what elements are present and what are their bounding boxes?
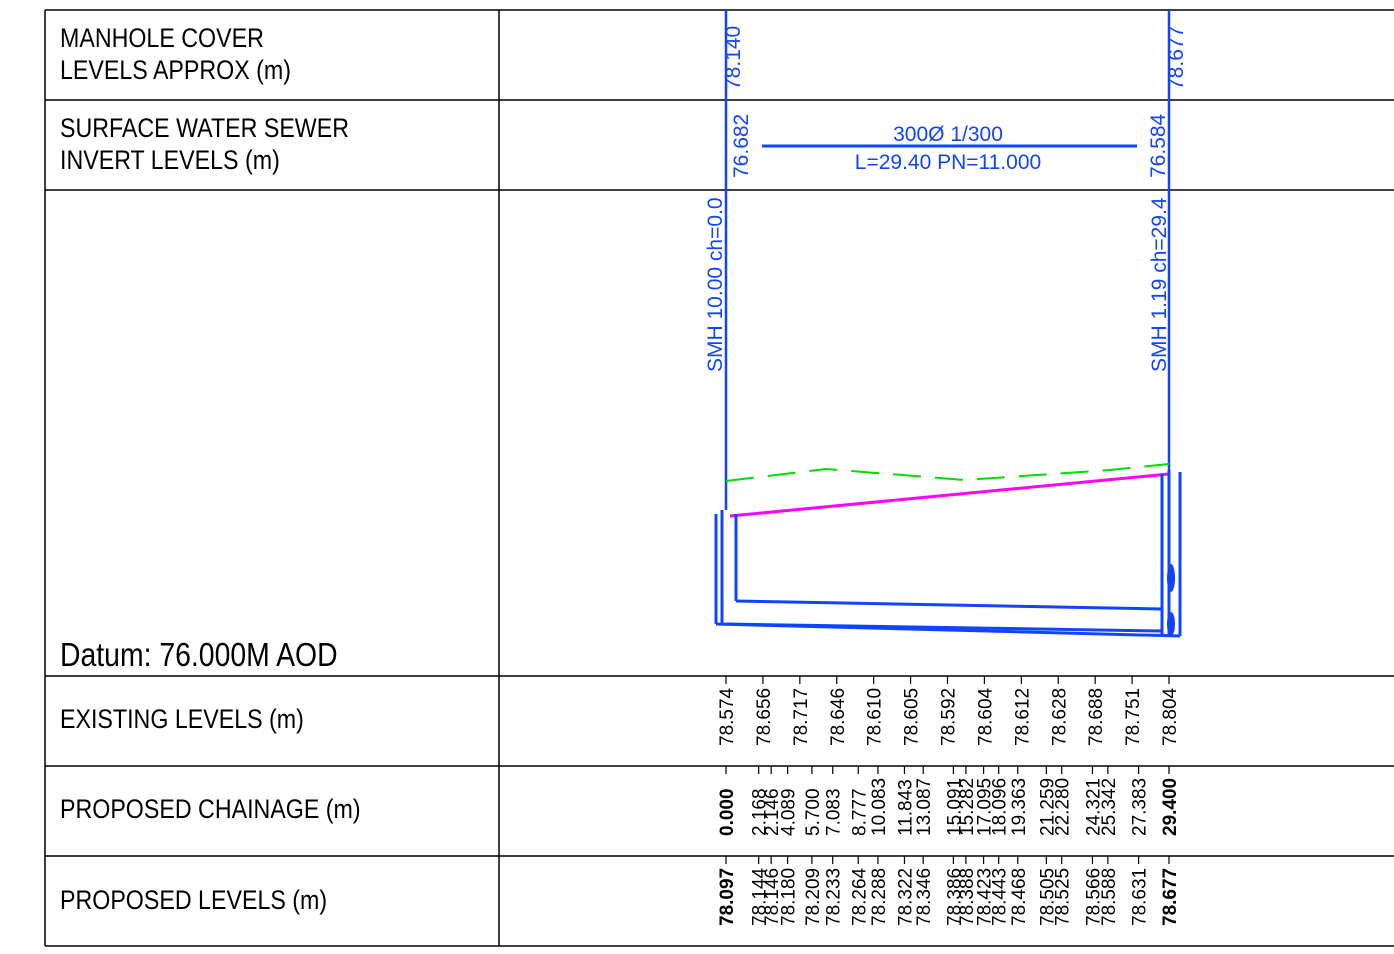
proposed-chainage-label: PROPOSED CHAINAGE (m): [60, 794, 361, 824]
outfall-markers: [1167, 564, 1175, 636]
existing-level-value: 78.610: [865, 688, 886, 746]
pipe-spec-text: 300Ø 1/300: [893, 123, 1003, 146]
proposed-level-value: 78.322: [895, 868, 916, 926]
existing-level-value: 78.717: [791, 688, 812, 746]
manhole-cover-label-line2: LEVELS APPROX (m): [60, 55, 291, 85]
chainage-value: 21.259: [1037, 778, 1058, 836]
proposed-level-value: 78.566: [1083, 868, 1104, 926]
existing-ground-line: [725, 463, 1170, 482]
existing-levels-label: EXISTING LEVELS (m): [60, 704, 304, 734]
chainage-value: 11.843: [895, 779, 916, 836]
existing-level-value: 78.604: [975, 687, 996, 746]
existing-level-value: 78.804: [1160, 687, 1181, 746]
existing-level-value: 78.592: [939, 688, 960, 746]
chainage-value: 15.282: [957, 778, 978, 836]
proposed-level-value: 78.144: [750, 867, 771, 926]
existing-level-value: 78.646: [828, 688, 849, 746]
chainage-value: 18.096: [990, 778, 1011, 836]
existing-level-value: 78.574: [717, 687, 738, 746]
chainage-value: 13.087: [914, 778, 935, 836]
right-cover-level: 78.677: [1165, 26, 1188, 90]
existing-level-value: 78.612: [1012, 688, 1033, 746]
left-manhole-name: SMH 10.00 ch=0.0: [704, 197, 727, 372]
proposed-level-value: 78.525: [1053, 868, 1074, 926]
chainage-value: 8.777: [849, 788, 870, 836]
proposed-levels-label: PROPOSED LEVELS (m): [60, 885, 328, 915]
proposed-level-value: 78.288: [869, 868, 890, 926]
chainage-value: 10.083: [869, 778, 890, 836]
left-invert-level: 76.682: [730, 114, 753, 178]
pipe-profile: [714, 470, 1182, 638]
existing-level-value: 78.751: [1123, 688, 1144, 746]
proposed-level-value: 78.388: [957, 868, 978, 926]
existing-levels-band: 78.574 78.656 78.717 78.646 78.610 78.605 78.5…: [717, 676, 1181, 746]
proposed-level-value: 78.631: [1130, 868, 1151, 926]
existing-level-value: 78.628: [1049, 688, 1070, 746]
invert-levels-label-line1: SURFACE WATER SEWER: [60, 113, 349, 143]
proposed-level-value: 78.346: [914, 868, 935, 926]
proposed-level-value: 78.677: [1160, 868, 1181, 926]
invert-levels-label-line2: INVERT LEVELS (m): [60, 145, 280, 175]
proposed-level-value: 78.505: [1037, 868, 1058, 926]
proposed-level-value: 78.233: [824, 868, 845, 926]
proposed-level-value: 78.588: [1099, 868, 1120, 926]
chainage-value: 5.700: [803, 788, 824, 836]
proposed-level-value: 78.209: [803, 868, 824, 926]
right-manhole-name: SMH 1.19 ch=29.4: [1148, 197, 1171, 372]
chainage-value: 7.083: [824, 788, 845, 836]
chainage-value: 24.321: [1083, 778, 1104, 836]
chainage-value: 29.400: [1160, 778, 1181, 836]
proposed-level-line: [729, 472, 1170, 518]
chainage-value: 0.000: [717, 788, 738, 836]
existing-level-value: 78.605: [902, 688, 923, 746]
right-invert-level: 76.584: [1147, 113, 1170, 178]
proposed-level-value: 78.443: [990, 868, 1011, 926]
chainage-value: 25.342: [1099, 778, 1120, 836]
proposed-level-value: 78.180: [779, 868, 800, 926]
chainage-value: 27.383: [1130, 778, 1151, 836]
proposed-level-value: 78.097: [717, 868, 738, 926]
proposed-level-value: 78.146: [762, 868, 783, 926]
chainage-value: 15.091: [944, 778, 965, 836]
existing-level-value: 78.688: [1086, 688, 1107, 746]
left-cover-level: 78.140: [722, 26, 745, 90]
chainage-value: 2.168: [750, 788, 771, 836]
chainage-value: 17.095: [975, 778, 996, 836]
pipe-details-text: L=29.40 PN=11.000: [855, 151, 1041, 174]
chainage-value: 19.363: [1009, 778, 1030, 836]
chainage-value: 2.146: [762, 788, 783, 836]
proposed-level-value: 78.423: [975, 868, 996, 926]
chainage-value: 22.280: [1053, 778, 1074, 836]
manhole-cover-label-line1: MANHOLE COVER: [60, 23, 264, 53]
chainage-value: 4.089: [779, 788, 800, 836]
proposed-level-value: 78.468: [1009, 868, 1030, 926]
proposed-level-value: 78.386: [944, 868, 965, 926]
existing-level-value: 78.656: [754, 688, 775, 746]
datum-label: Datum: 76.000M AOD: [60, 636, 338, 673]
proposed-level-value: 78.264: [849, 867, 870, 926]
